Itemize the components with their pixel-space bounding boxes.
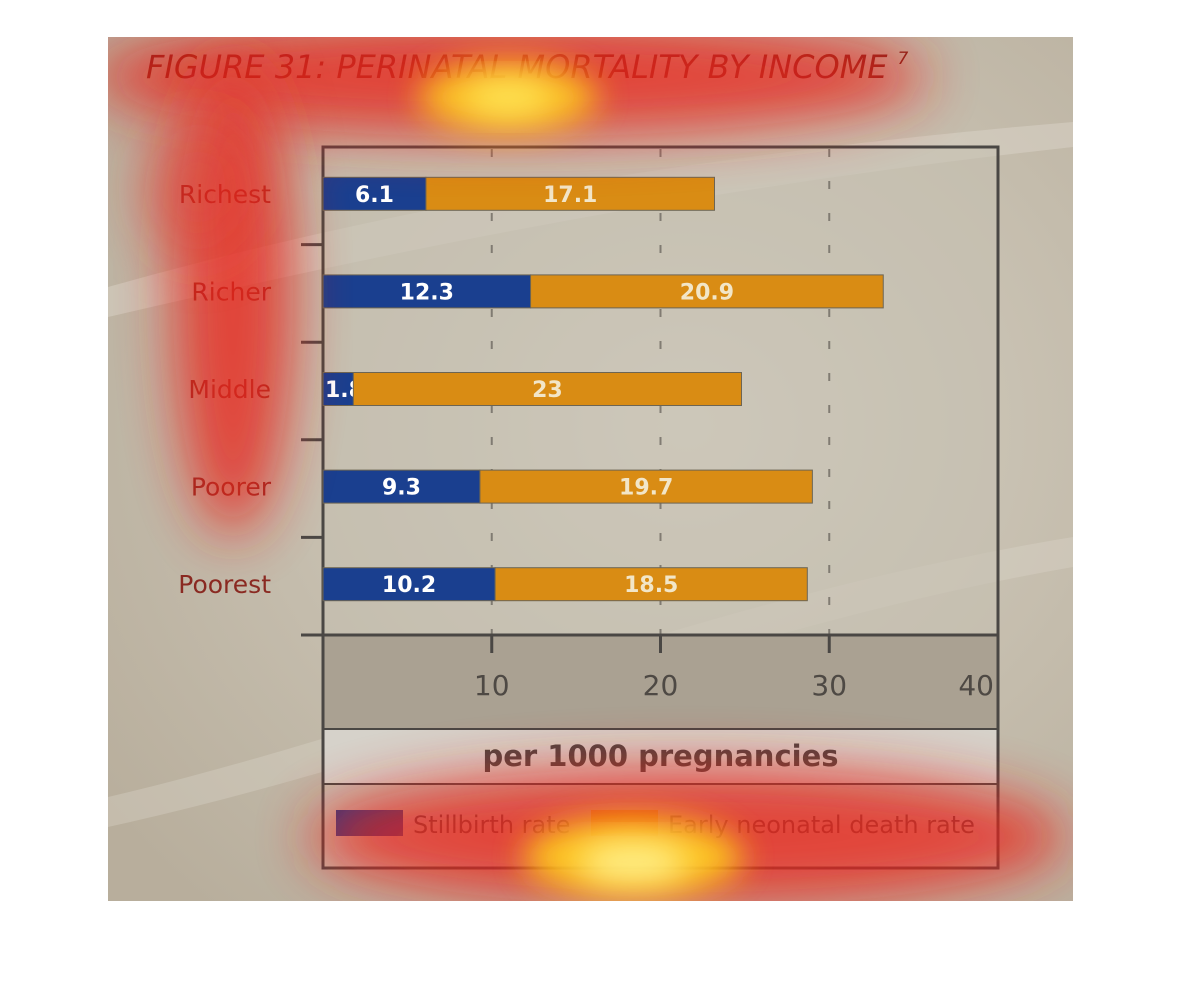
chart: FIGURE 31: PERINATAL MORTALITY BY INCOME… [108, 37, 1073, 901]
figure: FIGURE 31: PERINATAL MORTALITY BY INCOME… [108, 37, 1073, 901]
category-label: Poorest [178, 570, 271, 599]
category-label: Richer [191, 277, 271, 306]
stillbirth-bar [322, 469, 481, 504]
figure-title: FIGURE 31: PERINATAL MORTALITY BY INCOME… [146, 48, 908, 86]
stillbirth-bar [322, 176, 427, 211]
bar-value-label: 23 [532, 378, 563, 403]
stillbirth-bar [322, 567, 496, 602]
neonatal-bar [530, 274, 884, 309]
legend-label-neonatal: Early neonatal death rate [668, 811, 975, 839]
neonatal-bar [352, 372, 742, 406]
neonatal-bar [425, 176, 715, 211]
legend-label-stillbirth: Stillbirth rate [413, 811, 570, 839]
x-tick-label: 30 [811, 669, 847, 702]
bar-value-label: 19.7 [619, 476, 673, 501]
x-tick-label: 20 [643, 669, 679, 702]
bar-value-label: 18.5 [624, 573, 678, 598]
x-axis-title: per 1000 pregnancies [482, 739, 838, 773]
category-label: Richest [179, 180, 271, 209]
neonatal-bar [494, 567, 808, 602]
bar-value-label: 6.1 [355, 183, 394, 208]
legend-swatch-stillbirth [336, 810, 403, 836]
bar-value-label: 10.2 [382, 573, 436, 598]
category-label: Middle [188, 375, 271, 404]
x-tick-label: 10 [474, 669, 510, 702]
legend-swatch-neonatal [591, 810, 658, 836]
bar-value-label: 9.3 [382, 476, 421, 501]
neonatal-bar [479, 469, 813, 504]
bar-value-label: 20.9 [680, 280, 734, 305]
bar-value-label: 17.1 [543, 183, 597, 208]
bar-value-label: 12.3 [400, 280, 454, 305]
x-tick-label: 40 [958, 669, 994, 702]
stillbirth-bar [322, 372, 354, 406]
category-label: Poorer [191, 473, 272, 502]
stillbirth-bar [322, 274, 532, 309]
